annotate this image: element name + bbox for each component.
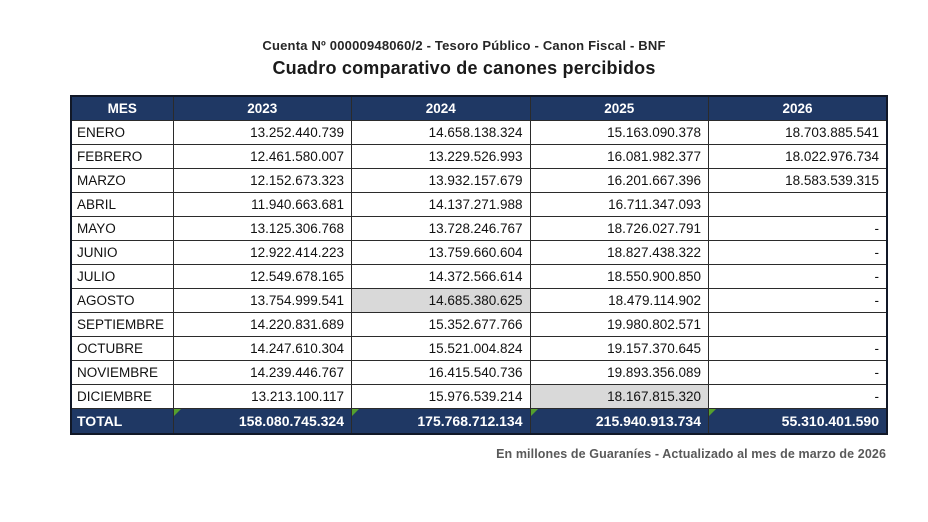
value-cell: 18.827.438.322 [529, 239, 709, 265]
table-row: JUNIO 12.922.414.223 13.759.660.604 18.827.… [70, 239, 888, 265]
value-cell: 12.461.580.007 [172, 143, 352, 169]
column-header-mes: MES [70, 95, 174, 121]
value-cell: 14.239.446.767 [172, 359, 352, 385]
value-cell: - [708, 287, 888, 313]
value-cell: 18.479.114.902 [529, 287, 709, 313]
value-cell: 14.220.831.689 [172, 311, 352, 337]
footnote: En millones de Guaraníes - Actualizado a… [496, 447, 886, 461]
month-cell: DICIEMBRE [70, 383, 174, 409]
value-cell: - [708, 383, 888, 409]
value-cell: 16.081.982.377 [529, 143, 709, 169]
value-cell: 14.685.380.625 [351, 287, 531, 313]
month-cell: AGOSTO [70, 287, 174, 313]
header-row: MES 2023 2024 2025 2026 [70, 95, 888, 121]
table-row: MAYO 13.125.306.768 13.728.246.767 18.726.0… [70, 215, 888, 241]
table-row: MARZO 12.152.673.323 13.932.157.679 16.201.… [70, 167, 888, 193]
value-cell: 19.980.802.571 [529, 311, 709, 337]
table-row: AGOSTO 13.754.999.541 14.685.380.625 18.479… [70, 287, 888, 313]
table-footer: TOTAL 158.080.745.324 175.768.712.134 21… [70, 407, 888, 435]
value-cell: 14.658.138.324 [351, 119, 531, 145]
value-cell: 15.352.677.766 [351, 311, 531, 337]
total-cell-2026: 55.310.401.590 [708, 407, 888, 435]
total-cell-2025: 215.940.913.734 [529, 407, 709, 435]
month-cell: SEPTIEMBRE [70, 311, 174, 337]
month-cell: FEBRERO [70, 143, 174, 169]
value-cell: 13.125.306.768 [172, 215, 352, 241]
value-cell: 18.703.885.541 [708, 119, 888, 145]
excel-flag-icon [530, 409, 538, 416]
value-cell: - [708, 359, 888, 385]
month-cell: MARZO [70, 167, 174, 193]
value-cell: - [708, 263, 888, 289]
value-cell: 16.201.667.396 [529, 167, 709, 193]
value-cell: - [708, 335, 888, 361]
value-cell: 13.754.999.541 [172, 287, 352, 313]
value-cell: 14.247.610.304 [172, 335, 352, 361]
value-cell: 12.922.414.223 [172, 239, 352, 265]
total-row: TOTAL 158.080.745.324 175.768.712.134 21… [70, 407, 888, 435]
column-header-2024: 2024 [351, 95, 531, 121]
value-cell: 15.163.090.378 [529, 119, 709, 145]
value-cell: 18.583.539.315 [708, 167, 888, 193]
table-row: SEPTIEMBRE 14.220.831.689 15.352.677.766 19… [70, 311, 888, 337]
value-cell: 14.372.566.614 [351, 263, 531, 289]
value-cell: 16.415.540.736 [351, 359, 531, 385]
month-cell: ABRIL [70, 191, 174, 217]
table-header: MES 2023 2024 2025 2026 [70, 95, 888, 121]
month-cell: NOVIEMBRE [70, 359, 174, 385]
value-cell: 16.711.347.093 [529, 191, 709, 217]
total-cell-2023: 158.080.745.324 [172, 407, 352, 435]
value-cell: 18.726.027.791 [529, 215, 709, 241]
value-cell: 15.521.004.824 [351, 335, 531, 361]
column-header-2025: 2025 [529, 95, 709, 121]
value-cell [708, 191, 888, 217]
value-cell: 14.137.271.988 [351, 191, 531, 217]
table-row: FEBRERO 12.461.580.007 13.229.526.993 16.08… [70, 143, 888, 169]
column-header-2026: 2026 [708, 95, 888, 121]
month-cell: JUNIO [70, 239, 174, 265]
comparison-table-wrapper: MES 2023 2024 2025 2026 ENERO 13.252.440.… [70, 95, 888, 435]
table-row: ABRIL 11.940.663.681 14.137.271.988 16.711.… [70, 191, 888, 217]
table-row: ENERO 13.252.440.739 14.658.138.324 15.163.… [70, 119, 888, 145]
month-cell: ENERO [70, 119, 174, 145]
value-cell: 13.213.100.117 [172, 383, 352, 409]
total-label: TOTAL [70, 407, 174, 435]
comparison-table: MES 2023 2024 2025 2026 ENERO 13.252.440.… [70, 95, 888, 435]
value-cell: - [708, 239, 888, 265]
value-cell: 18.022.976.734 [708, 143, 888, 169]
table-body: ENERO 13.252.440.739 14.658.138.324 15.163.… [70, 119, 888, 409]
table-row: DICIEMBRE 13.213.100.117 15.976.539.214 18.… [70, 383, 888, 409]
excel-flag-icon [173, 409, 181, 416]
value-cell: 13.932.157.679 [351, 167, 531, 193]
value-cell: 19.893.356.089 [529, 359, 709, 385]
page-title: Cuadro comparativo de canones percibidos [272, 58, 656, 78]
total-cell-2024: 175.768.712.134 [351, 407, 531, 435]
value-cell: 13.728.246.767 [351, 215, 531, 241]
value-cell: 13.229.526.993 [351, 143, 531, 169]
value-cell [708, 311, 888, 337]
table-row: OCTUBRE 14.247.610.304 15.521.004.824 19.15… [70, 335, 888, 361]
value-cell: 12.549.678.165 [172, 263, 352, 289]
value-cell: 11.940.663.681 [172, 191, 352, 217]
value-cell: 19.157.370.645 [529, 335, 709, 361]
table-row: NOVIEMBRE 14.239.446.767 16.415.540.736 19.… [70, 359, 888, 385]
account-line: Cuenta Nº 00000948060/2 - Tesoro Público… [262, 38, 666, 53]
value-cell: 18.550.900.850 [529, 263, 709, 289]
month-cell: MAYO [70, 215, 174, 241]
table-row: JULIO 12.549.678.165 14.372.566.614 18.550.… [70, 263, 888, 289]
value-cell: 13.252.440.739 [172, 119, 352, 145]
value-cell: 18.167.815.320 [529, 383, 709, 409]
value-cell: 15.976.539.214 [351, 383, 531, 409]
excel-flag-icon [709, 409, 716, 416]
month-cell: JULIO [70, 263, 174, 289]
excel-flag-icon [352, 409, 359, 416]
month-cell: OCTUBRE [70, 335, 174, 361]
value-cell: 12.152.673.323 [172, 167, 352, 193]
value-cell: - [708, 215, 888, 241]
value-cell: 13.759.660.604 [351, 239, 531, 265]
column-header-2023: 2023 [172, 95, 352, 121]
